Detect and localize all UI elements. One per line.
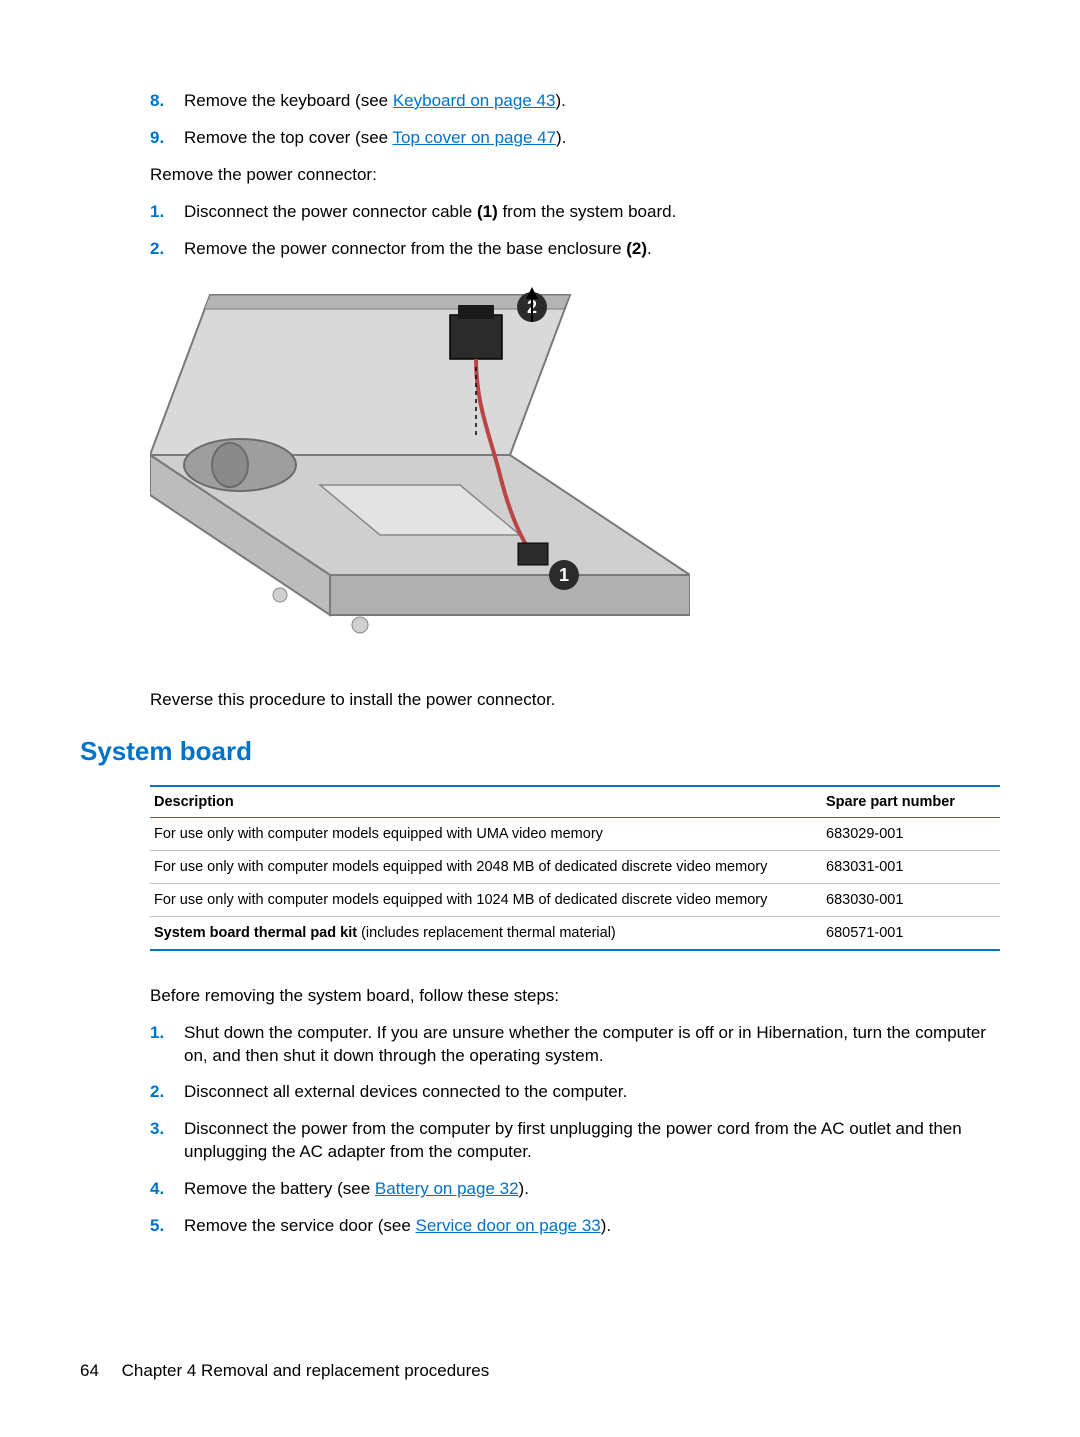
paragraph: Remove the power connector: <box>150 164 1000 187</box>
cell-description: System board thermal pad kit (includes r… <box>150 916 822 950</box>
table-header-description: Description <box>150 786 822 818</box>
list-item: 1. Shut down the computer. If you are un… <box>150 1022 1000 1068</box>
link-service-door[interactable]: Service door on page 33 <box>416 1216 601 1235</box>
link-battery[interactable]: Battery on page 32 <box>375 1179 519 1198</box>
list-item: 3. Disconnect the power from the compute… <box>150 1118 1000 1164</box>
heading-system-board: System board <box>80 736 1000 767</box>
list-text: Disconnect all external devices connecte… <box>184 1081 1000 1104</box>
list-bottom: 1. Shut down the computer. If you are un… <box>150 1022 1000 1239</box>
text-run: Remove the keyboard (see <box>184 91 393 110</box>
page-footer: 64 Chapter 4 Removal and replacement pro… <box>80 1361 489 1381</box>
list-item: 2. Remove the power connector from the t… <box>150 238 1000 261</box>
link-keyboard[interactable]: Keyboard on page 43 <box>393 91 556 110</box>
list-text: Remove the service door (see Service doo… <box>184 1215 1000 1238</box>
list-mid: 1. Disconnect the power connector cable … <box>150 201 1000 261</box>
list-number: 8. <box>150 90 184 113</box>
list-number: 2. <box>150 238 184 261</box>
table-row: For use only with computer models equipp… <box>150 883 1000 916</box>
list-top: 8. Remove the keyboard (see Keyboard on … <box>150 90 1000 150</box>
list-item: 8. Remove the keyboard (see Keyboard on … <box>150 90 1000 113</box>
table-row: For use only with computer models equipp… <box>150 817 1000 850</box>
table-row: System board thermal pad kit (includes r… <box>150 916 1000 950</box>
cell-description: For use only with computer models equipp… <box>150 883 822 916</box>
list-number: 5. <box>150 1215 184 1238</box>
list-number: 1. <box>150 201 184 224</box>
list-text: Remove the battery (see Battery on page … <box>184 1178 1000 1201</box>
cell-description: For use only with computer models equipp… <box>150 850 822 883</box>
list-text: Disconnect the power connector cable (1)… <box>184 201 1000 224</box>
list-item: 9. Remove the top cover (see Top cover o… <box>150 127 1000 150</box>
list-number: 2. <box>150 1081 184 1104</box>
cell-description: For use only with computer models equipp… <box>150 817 822 850</box>
list-text: Shut down the computer. If you are unsur… <box>184 1022 1000 1068</box>
callout-1: 1 <box>559 565 569 585</box>
page: 8. Remove the keyboard (see Keyboard on … <box>0 0 1080 1437</box>
paragraph: Reverse this procedure to install the po… <box>150 689 1000 712</box>
cell-spn: 680571-001 <box>822 916 1000 950</box>
list-number: 1. <box>150 1022 184 1068</box>
page-number: 64 <box>80 1361 99 1380</box>
text-run: ). <box>555 91 565 110</box>
list-item: 2. Disconnect all external devices conne… <box>150 1081 1000 1104</box>
bold-run: System board thermal pad kit <box>154 925 357 941</box>
list-number: 9. <box>150 127 184 150</box>
text-run: ). <box>556 128 566 147</box>
list-text: Remove the power connector from the the … <box>184 238 1000 261</box>
content-column: 8. Remove the keyboard (see Keyboard on … <box>150 90 1000 1238</box>
list-item: 5. Remove the service door (see Service … <box>150 1215 1000 1238</box>
list-item: 1. Disconnect the power connector cable … <box>150 201 1000 224</box>
text-run: Remove the top cover (see <box>184 128 393 147</box>
text-run: Remove the battery (see <box>184 1179 375 1198</box>
text-run: (includes replacement thermal material) <box>357 925 616 941</box>
text-run: ). <box>601 1216 611 1235</box>
paragraph: Before removing the system board, follow… <box>150 985 1000 1008</box>
list-text: Remove the keyboard (see Keyboard on pag… <box>184 90 1000 113</box>
table-row: For use only with computer models equipp… <box>150 850 1000 883</box>
text-run: ). <box>519 1179 529 1198</box>
list-item: 4. Remove the battery (see Battery on pa… <box>150 1178 1000 1201</box>
cell-spn: 683030-001 <box>822 883 1000 916</box>
table-system-board-parts: Description Spare part number For use on… <box>150 785 1000 951</box>
list-text: Disconnect the power from the computer b… <box>184 1118 1000 1164</box>
chapter-title: Chapter 4 Removal and replacement proced… <box>122 1361 490 1380</box>
cell-spn: 683031-001 <box>822 850 1000 883</box>
link-top-cover[interactable]: Top cover on page 47 <box>393 128 557 147</box>
list-number: 4. <box>150 1178 184 1201</box>
list-text: Remove the top cover (see Top cover on p… <box>184 127 1000 150</box>
text-run: Remove the service door (see <box>184 1216 416 1235</box>
list-number: 3. <box>150 1118 184 1164</box>
figure-power-connector: 2 1 <box>150 275 690 675</box>
cell-spn: 683029-001 <box>822 817 1000 850</box>
table-header-spn: Spare part number <box>822 786 1000 818</box>
